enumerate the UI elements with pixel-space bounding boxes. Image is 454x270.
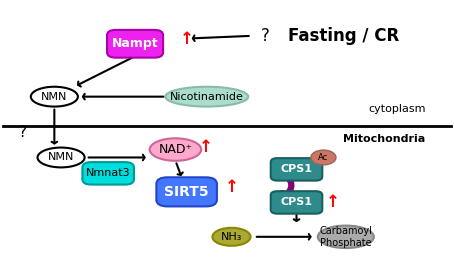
Text: SIRT5: SIRT5 — [164, 185, 209, 199]
FancyBboxPatch shape — [156, 177, 217, 206]
Text: Nicotinamide: Nicotinamide — [170, 92, 244, 102]
FancyBboxPatch shape — [271, 191, 322, 214]
Text: Nmnat3: Nmnat3 — [86, 168, 130, 178]
Ellipse shape — [31, 87, 78, 107]
Text: cytoplasm: cytoplasm — [369, 104, 426, 114]
Text: Carbamoyl
Phosphate: Carbamoyl Phosphate — [320, 226, 372, 248]
Text: ↑: ↑ — [180, 30, 193, 48]
Ellipse shape — [318, 225, 374, 248]
Text: NMN: NMN — [48, 153, 74, 163]
Ellipse shape — [165, 87, 248, 107]
Text: Fasting / CR: Fasting / CR — [288, 27, 399, 45]
Text: Mitochondria: Mitochondria — [343, 134, 425, 144]
Ellipse shape — [38, 148, 84, 167]
Text: ↑: ↑ — [199, 138, 213, 156]
Text: CPS1: CPS1 — [281, 164, 312, 174]
Text: ↑: ↑ — [225, 178, 238, 195]
Text: NMN: NMN — [41, 92, 68, 102]
Text: ?: ? — [19, 125, 27, 140]
Ellipse shape — [212, 228, 251, 246]
Text: ↑: ↑ — [326, 193, 339, 211]
FancyBboxPatch shape — [82, 162, 134, 185]
Text: NAD⁺: NAD⁺ — [158, 143, 192, 156]
FancyBboxPatch shape — [107, 30, 163, 58]
FancyBboxPatch shape — [271, 158, 322, 181]
Text: CPS1: CPS1 — [281, 197, 312, 207]
Ellipse shape — [150, 138, 201, 161]
Circle shape — [311, 150, 336, 165]
Text: Nampt: Nampt — [112, 37, 158, 50]
Text: Ac: Ac — [318, 153, 329, 162]
Text: NH₃: NH₃ — [221, 232, 242, 242]
Text: ?: ? — [261, 27, 270, 45]
